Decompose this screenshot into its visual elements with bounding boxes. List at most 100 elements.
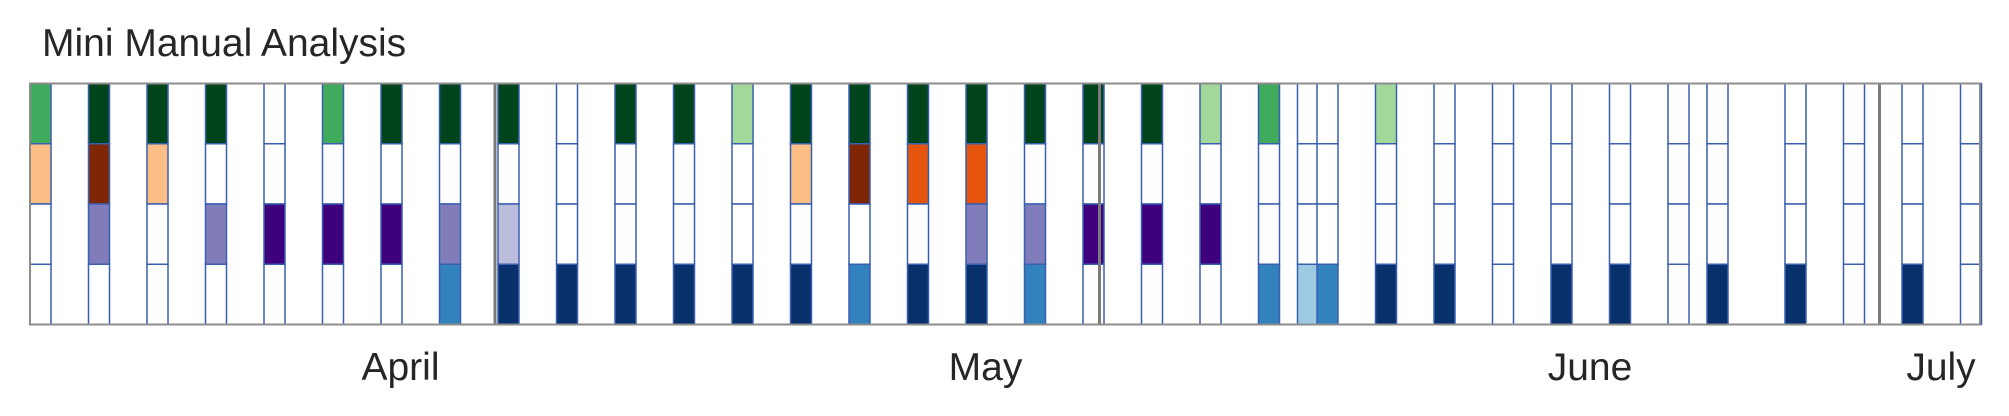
- heatmap-cell: [1433, 263, 1456, 326]
- heatmap-cell: [1296, 203, 1320, 265]
- heatmap-cell: [380, 203, 403, 265]
- heatmap-cell: [204, 263, 228, 326]
- heatmap-cell: [672, 143, 696, 205]
- heatmap-cell: [1316, 263, 1339, 326]
- heatmap-cell: [1316, 82, 1339, 145]
- heatmap-cell: [204, 143, 228, 205]
- heatmap-cell: [497, 82, 520, 145]
- heatmap-cell: [1296, 143, 1320, 205]
- heatmap-cell: [848, 203, 871, 265]
- heatmap-cell: [1433, 203, 1456, 265]
- heatmap-cell: [497, 203, 520, 265]
- heatmap-cell: [1608, 143, 1632, 205]
- heatmap-cell: [1608, 263, 1632, 326]
- heatmap-cell: [1901, 203, 1924, 265]
- heatmap-cell: [614, 82, 637, 145]
- heatmap-cell: [204, 203, 228, 265]
- heatmap-cell: [29, 203, 52, 265]
- heatmap-cell: [497, 143, 520, 205]
- heatmap-cell: [1296, 82, 1320, 145]
- heatmap-cell: [1140, 203, 1164, 265]
- heatmap-cell: [1491, 143, 1515, 205]
- heatmap-cell: [848, 143, 871, 205]
- heatmap-cell: [1901, 143, 1924, 205]
- heatmap-cell: [146, 263, 169, 326]
- heatmap-cell: [555, 263, 579, 326]
- heatmap-cell: [321, 143, 345, 205]
- heatmap-cell: [1374, 263, 1398, 326]
- heatmap-cell: [672, 203, 696, 265]
- heatmap-cell: [263, 203, 286, 265]
- heatmap-cell: [906, 203, 930, 265]
- heatmap-cell: [1667, 143, 1690, 205]
- heatmap-cell: [1706, 143, 1729, 205]
- heatmap-cell: [1374, 143, 1398, 205]
- month-labels: April May June July: [361, 346, 1976, 389]
- heatmap-cell: [263, 143, 286, 205]
- heatmap-cell: [87, 263, 111, 326]
- heatmap-cell: [731, 143, 754, 205]
- chart-title: Mini Manual Analysis: [42, 22, 407, 65]
- heatmap-cell: [1257, 143, 1281, 205]
- heatmap-cell: [87, 203, 111, 265]
- heatmap-cell: [263, 82, 286, 145]
- heatmap-cell: [380, 143, 403, 205]
- heatmap-cell: [614, 263, 637, 326]
- month-label: May: [949, 346, 1023, 389]
- heatmap-cell: [1706, 263, 1729, 326]
- heatmap-cell: [1608, 82, 1632, 145]
- heatmap-cell: [497, 263, 520, 326]
- heatmap-cell: [1199, 82, 1222, 145]
- heatmap-cell: [1901, 263, 1924, 326]
- heatmap-cell: [555, 203, 579, 265]
- month-label: April: [361, 346, 439, 389]
- heatmap-cell: [614, 143, 637, 205]
- heatmap-cell: [146, 203, 169, 265]
- heatmap-cell: [965, 143, 988, 205]
- heatmap-cell: [1706, 203, 1729, 265]
- heatmap-cell: [263, 263, 286, 326]
- heatmap-cell: [1842, 203, 1866, 265]
- heatmap-cell: [1257, 263, 1281, 326]
- heatmap-cell: [1667, 263, 1690, 326]
- heatmap-cell: [1023, 82, 1047, 145]
- heatmap-cell: [1140, 263, 1164, 326]
- heatmap-cell: [1784, 203, 1807, 265]
- heatmap-cell: [1374, 203, 1398, 265]
- heatmap-cell: [321, 203, 345, 265]
- heatmap-cell: [1199, 203, 1222, 265]
- cells-layer: [29, 82, 1983, 326]
- heatmap-cell: [1784, 263, 1807, 326]
- heatmap-cell: [1433, 82, 1456, 145]
- heatmap-cell: [1433, 143, 1456, 205]
- plot-frame: [29, 82, 1981, 326]
- heatmap-cell: [906, 82, 930, 145]
- heatmap-cell: [614, 203, 637, 265]
- heatmap-cell: [87, 82, 111, 145]
- heatmap-cell: [1023, 263, 1047, 326]
- heatmap-cell: [1784, 143, 1807, 205]
- heatmap-cell: [965, 82, 988, 145]
- heatmap-cell: [87, 143, 111, 205]
- heatmap-cell: [1842, 82, 1866, 145]
- heatmap-cell: [1959, 263, 1983, 326]
- heatmap-cell: [1199, 263, 1222, 326]
- heatmap-cell: [672, 82, 696, 145]
- heatmap-cell: [321, 263, 345, 326]
- heatmap-cell: [789, 143, 813, 205]
- heatmap-cell: [1959, 82, 1983, 145]
- heatmap-cell: [1023, 203, 1047, 265]
- heatmap-cell: [731, 203, 754, 265]
- heatmap-cell: [1959, 203, 1983, 265]
- heatmap-cell: [438, 263, 462, 326]
- heatmap-cell: [965, 203, 988, 265]
- heatmap-cell: [1667, 203, 1690, 265]
- heatmap-cell: [789, 203, 813, 265]
- heatmap-cell: [321, 82, 345, 145]
- heatmap-cell: [1316, 203, 1339, 265]
- heatmap-cell: [29, 263, 52, 326]
- heatmap-cell: [1842, 143, 1866, 205]
- heatmap-cell: [438, 203, 462, 265]
- heatmap-cell: [1901, 82, 1924, 145]
